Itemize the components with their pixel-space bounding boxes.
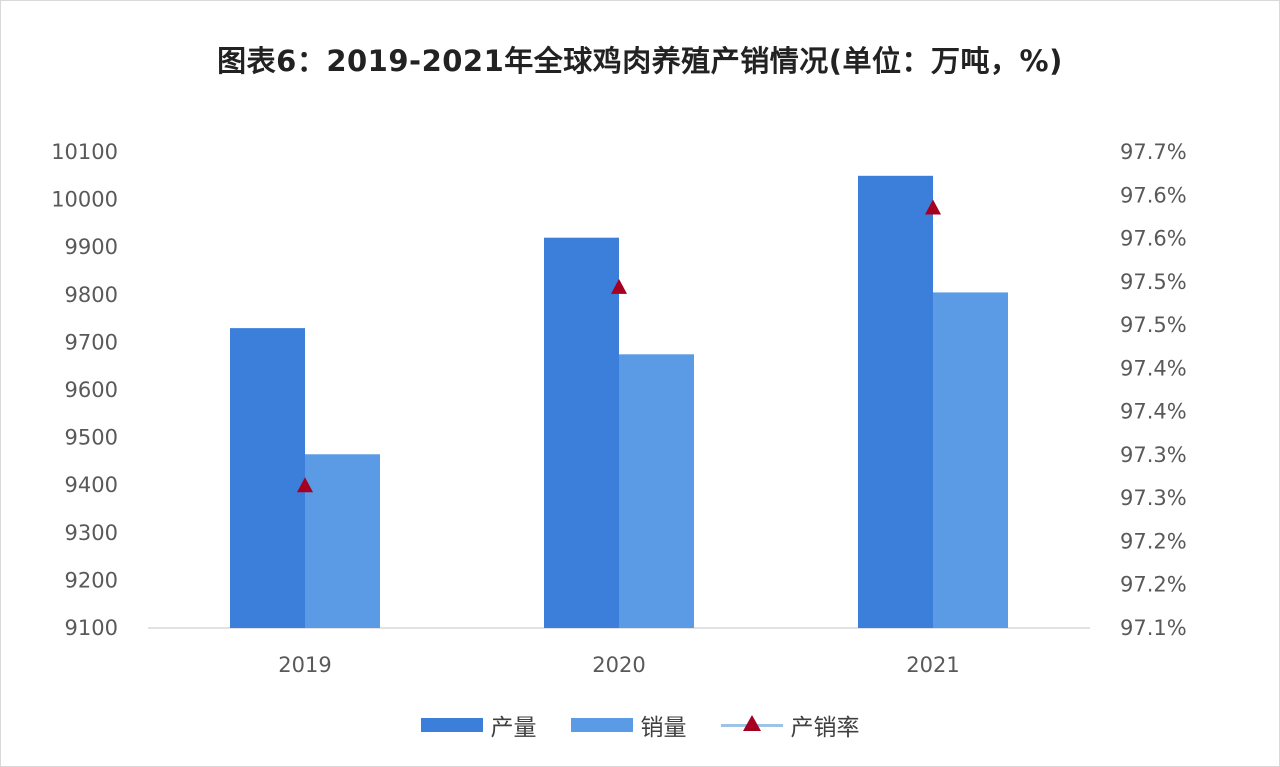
bar-sales-2020 [619, 354, 694, 628]
right-axis-tick-label: 97.5% [1120, 313, 1187, 337]
bar-production-2021 [858, 175, 933, 629]
legend-swatch-rate [720, 715, 783, 733]
left-axis-tick-label: 10000 [51, 188, 118, 212]
bar-sales-2019 [305, 454, 380, 628]
left-axis-tick-label: 9300 [65, 521, 118, 545]
left-axis-tick-label: 9700 [65, 330, 118, 354]
bar-production-2019 [230, 328, 305, 628]
legend-label-rate: 产销率 [790, 715, 860, 741]
chart-title: 图表6：2019-2021年全球鸡肉养殖产销情况(单位：万吨，%) [217, 44, 1063, 78]
right-axis-tick-label: 97.6% [1120, 183, 1187, 207]
right-axis-tick-label: 97.3% [1120, 486, 1187, 510]
right-axis-tick-label: 97.4% [1120, 400, 1187, 424]
left-axis-tick-label: 9200 [65, 568, 118, 592]
right-axis-tick-label: 97.4% [1120, 356, 1187, 380]
right-axis-tick-label: 97.5% [1120, 270, 1187, 294]
triangle-marker-icon [742, 715, 761, 731]
legend-label-production: 产量 [490, 715, 537, 741]
right-axis-tick-label: 97.2% [1120, 573, 1187, 597]
left-axis-tick-label: 9800 [65, 283, 118, 307]
rate-marker-2019 [297, 477, 313, 493]
legend-item-sales: 销量 [570, 708, 687, 742]
left-axis-tick-label: 9400 [65, 473, 118, 497]
left-axis-tick-label: 9900 [65, 235, 118, 259]
left-axis-tick-label: 10100 [51, 140, 118, 164]
right-axis-tick-label: 97.6% [1120, 227, 1187, 251]
x-axis-category-label: 2021 [906, 653, 959, 677]
legend-swatch-production [420, 718, 483, 732]
x-axis-category-label: 2020 [592, 653, 645, 677]
right-axis-tick-label: 97.2% [1120, 529, 1187, 553]
right-axis-tick-label: 97.3% [1120, 443, 1187, 467]
legend-item-rate: 产销率 [720, 708, 860, 742]
right-axis-tick-label: 97.7% [1120, 140, 1187, 164]
legend-swatch-sales [570, 718, 633, 732]
right-axis-tick-label: 97.1% [1120, 616, 1187, 640]
rate-marker-2021 [925, 199, 941, 215]
bar-sales-2021 [933, 292, 1008, 628]
bar-production-2020 [544, 237, 619, 628]
left-axis-tick-label: 9500 [65, 426, 118, 450]
rate-marker-2020 [611, 278, 627, 294]
legend-label-sales: 销量 [640, 715, 687, 741]
left-axis-tick-label: 9100 [65, 616, 118, 640]
legend-item-production: 产量 [420, 708, 537, 742]
left-axis-tick-label: 9600 [65, 378, 118, 402]
x-axis-category-label: 2019 [278, 653, 331, 677]
chart-legend: 产量 销量 产销率 [0, 708, 1280, 742]
